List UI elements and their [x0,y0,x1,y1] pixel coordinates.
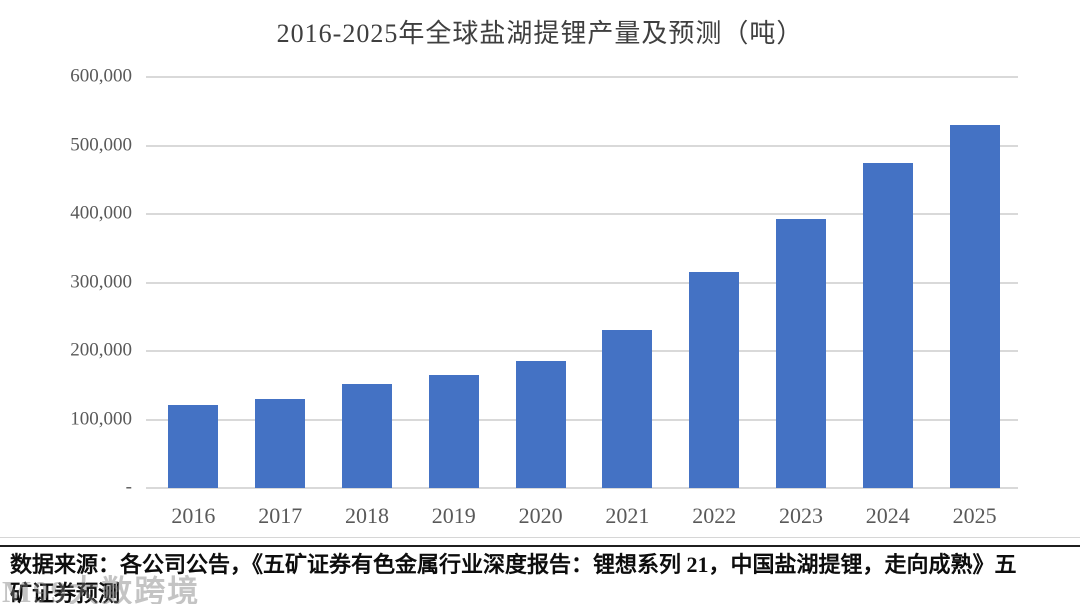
x-tick-label-2023: 2023 [779,503,823,528]
gridline-300000 [146,281,1018,284]
y-tick-label-300000: 300,000 [70,271,132,293]
x-tick-label-2016: 2016 [171,503,216,528]
x-tick-label-2022: 2022 [692,503,737,528]
bar-2022 [689,272,740,488]
x-tick-label-2025: 2025 [952,503,997,528]
x-tick-label-2024: 2024 [865,503,910,528]
x-tick-label-2020: 2020 [518,503,563,528]
bar-2024 [862,162,913,488]
y-tick-label-200000: 200,000 [70,339,132,361]
bar-2016 [168,405,219,488]
bar-2017 [255,398,306,488]
source-note: 数据来源：各公司公告，《五矿证券有色金属行业深度报告：锂想系列 21，中国盐湖提… [0,545,1080,604]
chart-title: 2016-2025年全球盐湖提锂产量及预测（吨） [276,19,804,48]
bar-2023 [776,219,826,488]
x-tick-label-2021: 2021 [605,503,650,528]
y-axis-labels: - 100,000 200,000 300,000 400,000 500,000 600,… [0,66,132,498]
x-axis-labels: 2016 2017 2018 2019 2020 2021 2022 2023 2024 2025 [150,503,1018,533]
bar-2025 [949,124,1000,488]
bar-2018 [342,383,392,488]
source-line-1: 数据来源：各公司公告，《五矿证券有色金属行业深度报告：锂想系列 21，中国盐湖提… [10,552,1017,577]
gridline-0 [146,487,1018,489]
gridline-200000 [146,350,1018,352]
bar-2019 [428,374,479,488]
y-tick-label-400000: 400,000 [70,202,132,224]
bar-2020 [515,360,566,488]
gridline-100000 [146,418,1018,421]
gridline-500000 [146,144,1018,147]
x-tick-label-2019: 2019 [431,503,476,528]
y-tick-label-500000: 500,000 [70,134,132,156]
y-tick-label-100000: 100,000 [70,408,132,430]
x-tick-label-2018: 2018 [345,503,389,528]
y-tick-label-0: - [125,476,132,498]
gridline-400000 [146,213,1018,215]
gridline-600000 [146,76,1018,78]
chart-bottom-divider [0,537,1080,538]
y-tick-label-600000: 600,000 [70,65,132,87]
x-tick-label-2017: 2017 [258,503,303,528]
plot-area [146,76,1018,489]
source-line-2: 矿证券预测 [10,581,121,604]
bar-2021 [602,330,653,488]
